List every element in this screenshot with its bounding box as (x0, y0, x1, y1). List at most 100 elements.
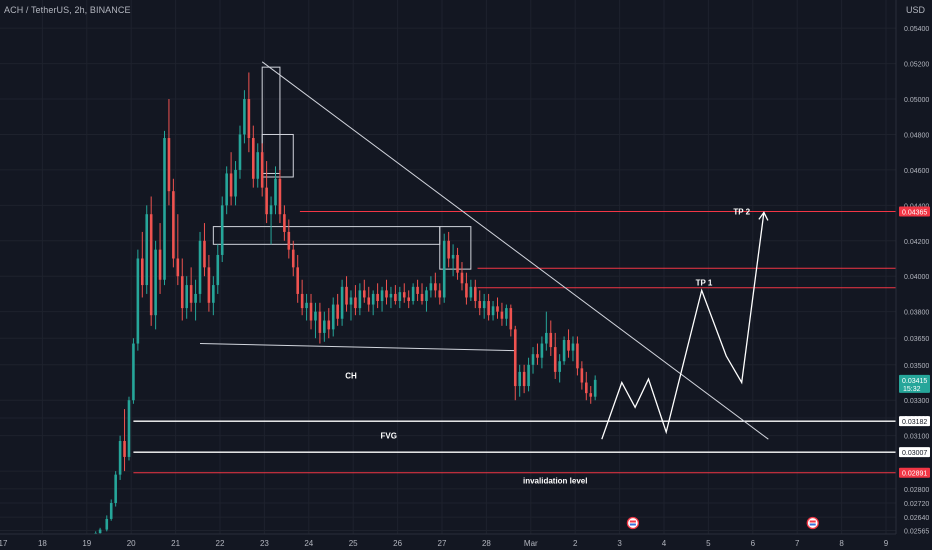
candle (482, 301, 486, 309)
candle (394, 293, 397, 302)
candle (465, 283, 468, 298)
price-badge-label: 0.03182 (902, 419, 927, 426)
price-badge (899, 206, 930, 217)
candle (318, 311, 322, 333)
candle (402, 292, 406, 298)
candle (252, 138, 255, 179)
candle (380, 290, 384, 302)
candle (558, 361, 561, 372)
time-tick-label: 26 (393, 539, 402, 548)
time-tick-label: 27 (438, 539, 447, 548)
candle (496, 306, 499, 312)
price-badge-label: 0.02891 (902, 471, 927, 478)
candle (229, 173, 233, 197)
price-tick-label: 0.05200 (904, 62, 929, 69)
candle (487, 301, 490, 316)
candle (576, 343, 579, 369)
candle (363, 290, 366, 298)
price-tick-label: 0.04800 (904, 132, 929, 139)
candle (216, 254, 220, 286)
ch-line (200, 343, 516, 352)
time-tick-label: 4 (662, 539, 667, 548)
candle (220, 205, 224, 255)
candle (447, 240, 450, 259)
candle (438, 290, 442, 298)
candle (429, 283, 433, 291)
event-flag-stripe (809, 520, 816, 523)
candle (562, 339, 566, 362)
price-tick-label: 0.04200 (904, 239, 929, 246)
candle (256, 152, 260, 179)
zone-box (261, 66, 281, 174)
candle (225, 173, 228, 206)
candle (411, 286, 415, 302)
candle (145, 214, 149, 286)
candle (123, 440, 126, 457)
candle (545, 332, 548, 344)
invalidation-label: invalidation level (523, 476, 587, 485)
candle (274, 178, 277, 206)
candle (442, 240, 446, 298)
time-tick-label: 22 (216, 539, 225, 548)
time-axis-panel (0, 534, 932, 550)
price-tick-label: 0.05400 (904, 26, 929, 33)
candle (149, 214, 153, 316)
time-tick-label: 25 (349, 539, 358, 548)
price-badge (899, 447, 930, 458)
time-tick-label: 3 (617, 539, 622, 548)
candle (172, 191, 175, 259)
price-tick-label: 0.02640 (904, 515, 929, 522)
candle (127, 400, 131, 457)
candle (207, 267, 211, 303)
candle (203, 240, 206, 268)
candle (154, 249, 157, 316)
price-tick-label: 0.02565 (904, 528, 929, 535)
candle (540, 343, 544, 358)
candle (136, 258, 140, 344)
candle (580, 368, 584, 383)
price-tick-label: 0.04600 (904, 168, 929, 175)
time-tick-label: 20 (127, 539, 136, 548)
time-tick-label: 24 (304, 539, 313, 548)
time-tick-label: Mar (524, 539, 538, 548)
candle (300, 293, 304, 309)
candle (536, 354, 539, 358)
candle (194, 293, 197, 303)
candle (593, 379, 597, 397)
candle (141, 258, 144, 286)
candle (456, 254, 459, 273)
candle (385, 290, 388, 298)
event-flag-ring (806, 516, 819, 530)
candle (336, 304, 339, 319)
candle (180, 276, 184, 309)
tp2-label: TP 2 (733, 208, 750, 217)
candle (167, 138, 171, 192)
price-badge-label: 0.03007 (902, 450, 927, 457)
trendline (261, 61, 769, 440)
candle (518, 371, 521, 387)
candle (451, 254, 455, 259)
candle (247, 99, 251, 139)
projection-path (601, 212, 765, 440)
candle (283, 214, 286, 232)
candle (118, 440, 122, 475)
candle (340, 286, 344, 319)
candle (371, 293, 375, 305)
time-tick-label: 18 (38, 539, 47, 548)
candle (420, 293, 424, 302)
candle (265, 187, 268, 215)
candle (189, 285, 193, 303)
grid (0, 0, 896, 534)
price-tick-label: 0.03300 (904, 398, 929, 405)
time-tick-label: 5 (706, 539, 711, 548)
candle (98, 529, 102, 534)
event-flag-ring (626, 516, 640, 530)
price-badge (899, 374, 930, 393)
candle (376, 293, 379, 302)
time-tick-label: 7 (795, 539, 800, 548)
price-unit-label: USD (906, 5, 926, 15)
event-flag-icon (626, 516, 640, 530)
candle (407, 297, 410, 302)
price-badge-label: 0.04365 (902, 210, 927, 217)
